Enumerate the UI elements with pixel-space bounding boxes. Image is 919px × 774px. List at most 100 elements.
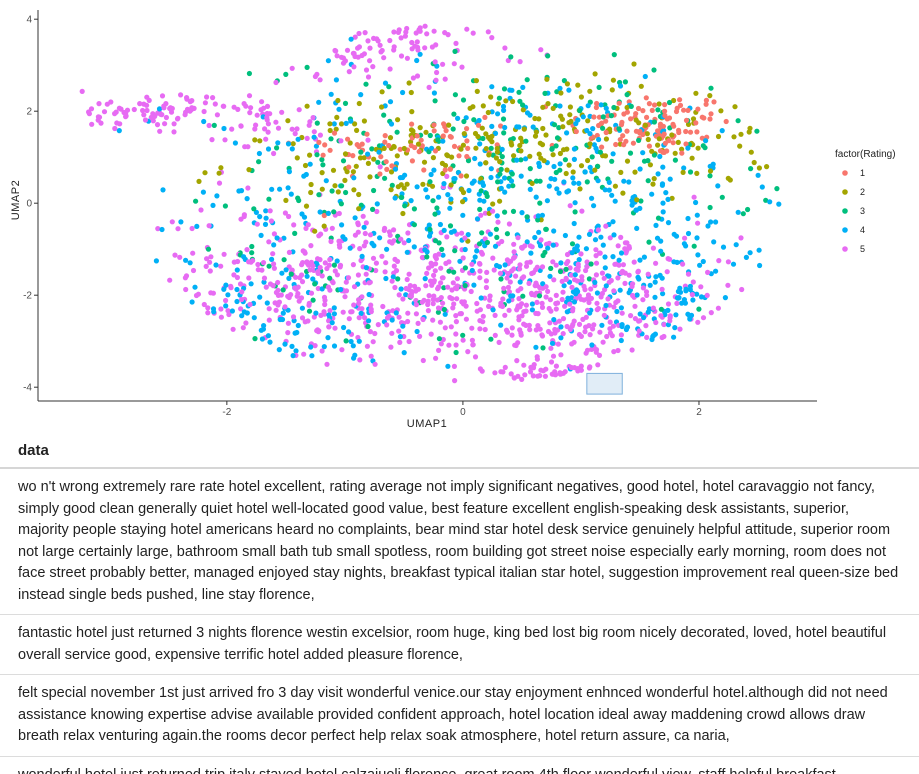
table-row[interactable]: felt special november 1st just arrived f… — [0, 675, 919, 757]
data-point — [221, 286, 227, 292]
data-point — [440, 252, 446, 258]
data-point — [332, 268, 338, 274]
data-point — [346, 329, 352, 335]
data-point — [445, 153, 451, 159]
data-point — [362, 230, 368, 237]
data-point — [435, 309, 441, 315]
data-point — [558, 90, 564, 96]
data-point — [367, 174, 373, 180]
brush-selection[interactable] — [586, 372, 623, 395]
data-point — [475, 122, 482, 128]
data-point — [545, 101, 551, 107]
data-point — [430, 301, 436, 307]
table-row[interactable]: wonderful hotel just returned trip italy… — [0, 757, 919, 774]
data-point — [564, 251, 571, 258]
data-point — [582, 329, 588, 335]
table-row[interactable]: wo n't wrong extremely rare rate hotel e… — [0, 469, 919, 615]
data-point — [464, 153, 470, 160]
data-point — [601, 312, 607, 318]
data-point — [723, 118, 729, 125]
data-point — [487, 297, 493, 303]
data-point — [236, 188, 242, 194]
data-point — [265, 146, 272, 152]
data-point — [713, 219, 719, 225]
data-point — [372, 361, 378, 367]
data-point — [218, 314, 224, 320]
data-point — [366, 280, 372, 286]
data-point — [416, 149, 422, 155]
data-point — [391, 270, 397, 276]
data-point — [331, 311, 337, 317]
data-point — [615, 275, 621, 281]
data-point — [244, 196, 250, 202]
data-point — [387, 66, 393, 72]
data-point — [434, 205, 440, 211]
data-point — [301, 351, 307, 357]
data-point — [245, 185, 251, 191]
data-point — [332, 325, 338, 331]
data-point — [417, 25, 423, 31]
data-point — [277, 186, 283, 192]
data-point — [665, 256, 671, 262]
data-point — [540, 345, 546, 351]
data-point — [382, 133, 388, 139]
umap-scatter-plot[interactable]: -2 0 2 -4 -2 0 2 4 UMAP1 UMAP2 factor(Rating) … — [0, 0, 919, 430]
data-point — [326, 262, 332, 268]
data-point — [578, 163, 585, 169]
data-point — [593, 272, 600, 278]
data-point — [545, 245, 551, 251]
data-point — [152, 113, 158, 119]
data-point — [364, 131, 370, 137]
data-point — [679, 146, 685, 152]
data-point — [619, 310, 625, 316]
data-point — [274, 145, 280, 151]
table-row[interactable]: fantastic hotel just returned 3 nights f… — [0, 615, 919, 675]
data-point — [462, 246, 468, 253]
data-point — [776, 201, 782, 207]
data-point — [397, 339, 403, 345]
data-point — [325, 210, 331, 216]
data-point — [454, 283, 460, 289]
data-point — [348, 309, 354, 315]
data-point — [498, 303, 504, 309]
data-point — [438, 280, 444, 286]
data-point — [413, 311, 419, 317]
data-point — [595, 227, 602, 233]
data-point — [666, 138, 672, 144]
data-point — [579, 208, 585, 214]
data-point — [465, 349, 471, 355]
data-point — [210, 95, 216, 101]
data-point — [248, 105, 254, 111]
data-point — [257, 138, 263, 144]
data-point — [249, 250, 255, 256]
data-point — [544, 198, 551, 204]
data-point — [250, 258, 256, 264]
data-point — [257, 214, 263, 220]
data-point — [280, 310, 286, 316]
data-point — [582, 169, 588, 175]
data-point — [538, 367, 544, 373]
data-point — [171, 121, 177, 127]
data-point — [420, 316, 426, 323]
data-point — [748, 166, 754, 172]
data-point — [612, 198, 618, 204]
data-point — [482, 114, 488, 120]
data-point — [450, 305, 456, 311]
data-point — [285, 307, 291, 313]
data-point — [432, 254, 438, 260]
data-point — [521, 126, 527, 132]
data-point — [342, 100, 349, 106]
data-point — [285, 141, 292, 147]
data-point — [492, 370, 498, 376]
data-point — [699, 114, 705, 120]
data-point — [304, 135, 310, 141]
data-point — [285, 320, 291, 326]
data-point — [660, 209, 666, 215]
data-point — [204, 256, 210, 262]
data-point — [359, 253, 365, 259]
data-point — [378, 49, 384, 55]
data-point — [318, 312, 324, 318]
data-point — [504, 167, 510, 173]
data-point — [427, 132, 433, 139]
